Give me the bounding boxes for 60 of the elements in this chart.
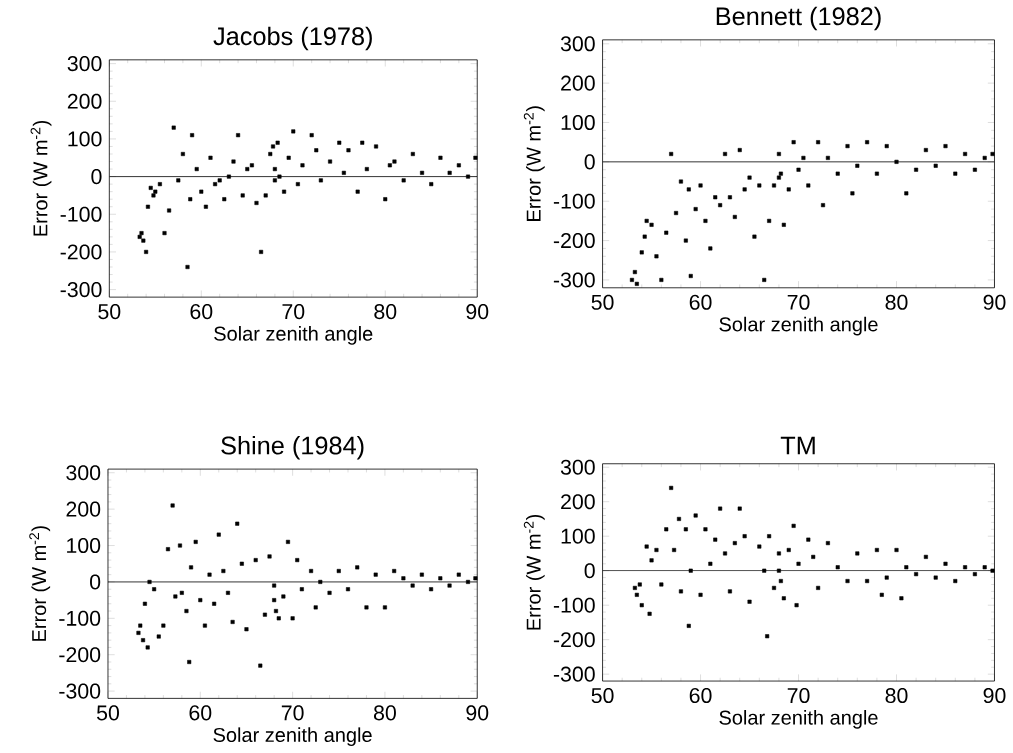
y-tick-label: 0 xyxy=(584,154,595,170)
x-tick-label: 80 xyxy=(885,688,908,704)
x-tick-label: 70 xyxy=(787,294,810,310)
y-tick-label: 300 xyxy=(560,36,595,52)
x-tick-label: 50 xyxy=(98,304,121,320)
y-tick-label: 100 xyxy=(68,131,102,147)
y-tick-label: -100 xyxy=(60,206,102,222)
x-tick-label: 60 xyxy=(689,294,712,310)
y-axis-title: Error (W m$^{-2}$) xyxy=(30,121,52,236)
y-tick-label: -200 xyxy=(553,632,595,648)
y-axis-title: Error (W m$^{-2}$) xyxy=(523,515,545,630)
chart-title: Jacobs (1978) xyxy=(213,26,372,51)
y-tick-label: -200 xyxy=(60,244,102,260)
x-tick-label: 70 xyxy=(282,304,305,320)
y-tick-label: 200 xyxy=(66,501,101,517)
y-tick-label: -300 xyxy=(60,282,102,298)
y-tick-label: 300 xyxy=(67,56,102,72)
x-tick-label: 70 xyxy=(281,705,304,721)
y-tick-label: 0 xyxy=(90,574,101,590)
x-tick-label: 80 xyxy=(373,705,396,721)
x-tick-label: 50 xyxy=(96,705,119,721)
x-axis-title: Solar zenith angle xyxy=(214,326,373,345)
y-tick-label: -300 xyxy=(59,683,101,699)
x-tick-label: 60 xyxy=(689,688,712,704)
y-tick-label: 200 xyxy=(67,93,102,109)
x-tick-label: 90 xyxy=(983,294,1006,310)
x-tick-label: 80 xyxy=(374,304,397,320)
y-tick-label: -300 xyxy=(553,272,595,288)
x-tick-label: 50 xyxy=(591,688,614,704)
chart-title: Shine (1984) xyxy=(221,436,364,460)
x-axis-title: Solar zenith angle xyxy=(719,316,878,336)
x-axis-title: Solar zenith angle xyxy=(213,727,372,747)
y-axis-title: Error (W m$^{-2}$) xyxy=(29,526,51,642)
y-tick-label: -100 xyxy=(553,193,595,209)
y-tick-label: 0 xyxy=(91,169,102,185)
chart-title: TM xyxy=(780,436,815,455)
x-tick-label: 60 xyxy=(190,304,213,320)
y-tick-label: 0 xyxy=(584,563,595,579)
x-tick-label: 90 xyxy=(466,705,489,721)
y-tick-label: 300 xyxy=(560,459,595,475)
y-tick-label: -200 xyxy=(553,233,595,249)
y-tick-label: -100 xyxy=(553,597,595,613)
y-tick-label: 100 xyxy=(561,115,595,131)
x-axis-title: Solar zenith angle xyxy=(719,710,878,729)
x-tick-label: 90 xyxy=(983,688,1006,704)
x-tick-label: 50 xyxy=(591,294,614,310)
y-tick-label: -100 xyxy=(59,610,101,627)
y-tick-label: 200 xyxy=(561,494,595,510)
chart-title: Bennett (1982) xyxy=(716,6,881,31)
y-tick-label: 300 xyxy=(66,465,101,481)
x-tick-label: 70 xyxy=(787,688,810,704)
x-tick-label: 80 xyxy=(885,294,908,310)
y-tick-label: 200 xyxy=(561,75,595,91)
y-tick-label: 100 xyxy=(67,538,101,554)
y-tick-label: -300 xyxy=(553,666,595,682)
y-tick-label: 100 xyxy=(561,528,595,544)
x-tick-label: 90 xyxy=(466,304,489,320)
y-tick-label: -200 xyxy=(59,647,101,663)
x-tick-label: 60 xyxy=(189,705,212,721)
y-axis-title: Error (W m$^{-2}$) xyxy=(523,106,545,222)
